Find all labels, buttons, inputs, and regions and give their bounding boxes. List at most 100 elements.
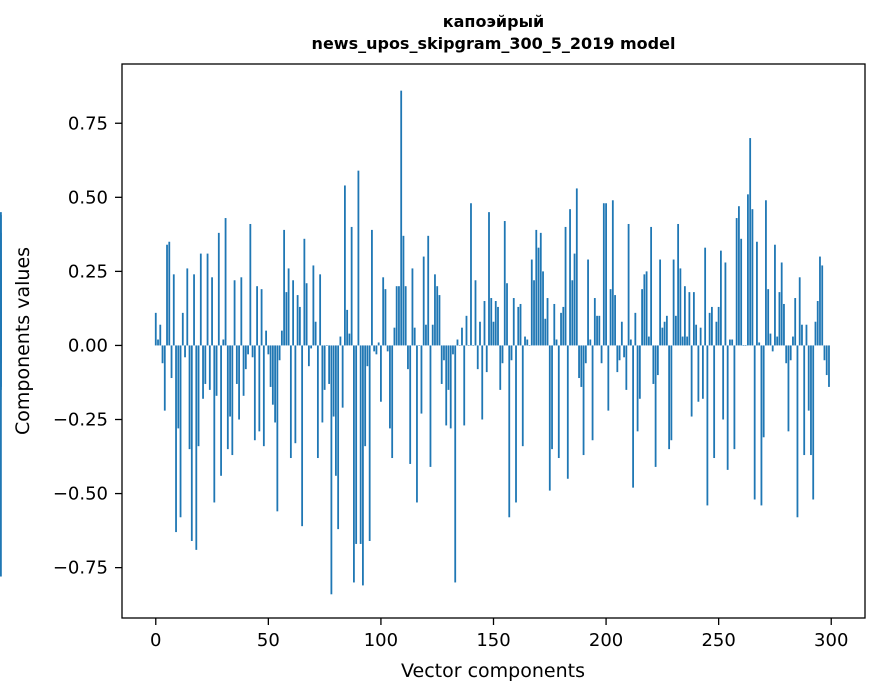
bar (627, 223, 630, 346)
bar (704, 247, 707, 346)
bar (159, 324, 162, 346)
bar (805, 324, 808, 346)
bar (312, 265, 315, 346)
bar (783, 303, 785, 346)
bar (825, 345, 828, 376)
bar (195, 345, 198, 550)
bar (582, 345, 585, 456)
bar (751, 209, 754, 346)
bar (213, 345, 216, 503)
bar (519, 303, 522, 346)
bar (472, 345, 475, 346)
bar (294, 345, 297, 444)
bar (528, 345, 531, 346)
bar (409, 345, 412, 464)
bar (801, 324, 803, 346)
bar (771, 345, 774, 352)
bar (652, 345, 655, 384)
bar (467, 345, 470, 346)
bar (598, 315, 601, 346)
bar (226, 345, 229, 450)
bar (418, 345, 421, 346)
bar (274, 345, 276, 423)
bar (524, 336, 526, 346)
bar (325, 345, 328, 346)
bar (686, 336, 689, 346)
bar (589, 339, 592, 346)
bar (262, 345, 265, 447)
bar (456, 339, 459, 346)
bar (154, 312, 157, 346)
bar (819, 256, 821, 346)
bar (632, 345, 634, 488)
bar (533, 280, 535, 346)
bar (749, 138, 752, 346)
bar (292, 280, 295, 346)
bar (233, 280, 236, 346)
bar (625, 345, 628, 390)
bar (278, 345, 281, 361)
bar (364, 345, 367, 447)
bar (373, 345, 376, 352)
bar (744, 345, 747, 346)
bar (350, 226, 353, 346)
y-tick-label: −0.25 (53, 410, 108, 431)
bar (404, 286, 407, 346)
bar (384, 289, 387, 346)
bar (726, 345, 729, 470)
bar (756, 241, 758, 346)
bar (614, 295, 616, 346)
bar (465, 315, 468, 346)
bar (256, 286, 258, 346)
bar (220, 345, 222, 476)
bar (733, 345, 736, 450)
bar (235, 345, 238, 384)
bar (461, 327, 463, 346)
bar (420, 345, 423, 414)
bar (708, 312, 711, 346)
x-tick-label: 150 (476, 630, 510, 651)
bar (265, 330, 267, 346)
bar (668, 345, 671, 450)
bar (445, 345, 448, 426)
bar (181, 312, 184, 346)
x-axis-label: Vector components (401, 660, 585, 682)
y-tick-label: 0.75 (68, 113, 108, 134)
bar (238, 345, 240, 420)
bar (591, 345, 594, 441)
bar (497, 306, 499, 346)
bar (789, 345, 792, 361)
bar (260, 289, 263, 346)
bar (382, 277, 385, 346)
bar (389, 345, 391, 429)
bar (530, 259, 533, 346)
bar (803, 345, 806, 456)
y-axis: −0.75 −0.50 −0.25 0.00 0.25 0.50 0.75 (53, 113, 122, 579)
bar (731, 339, 734, 346)
bar (301, 345, 304, 527)
bar (816, 301, 819, 346)
chart-title: капоэйрый (442, 12, 545, 31)
bar (593, 298, 596, 346)
bar (674, 315, 677, 346)
bar (537, 247, 540, 346)
bar (285, 292, 288, 346)
bar (618, 345, 621, 361)
y-tick-label: 0.25 (68, 261, 108, 282)
x-tick-label: 200 (589, 630, 623, 651)
bar (573, 253, 576, 346)
bar (402, 235, 405, 346)
bar (713, 345, 716, 459)
bar (231, 345, 234, 456)
bar (553, 303, 556, 346)
x-tick-label: 250 (701, 630, 735, 651)
bar (305, 283, 308, 346)
bar (580, 345, 583, 387)
bar (609, 289, 612, 346)
bar (204, 345, 207, 384)
bar (638, 345, 641, 399)
bar (828, 345, 830, 387)
bar (785, 345, 788, 364)
bar (724, 262, 727, 346)
